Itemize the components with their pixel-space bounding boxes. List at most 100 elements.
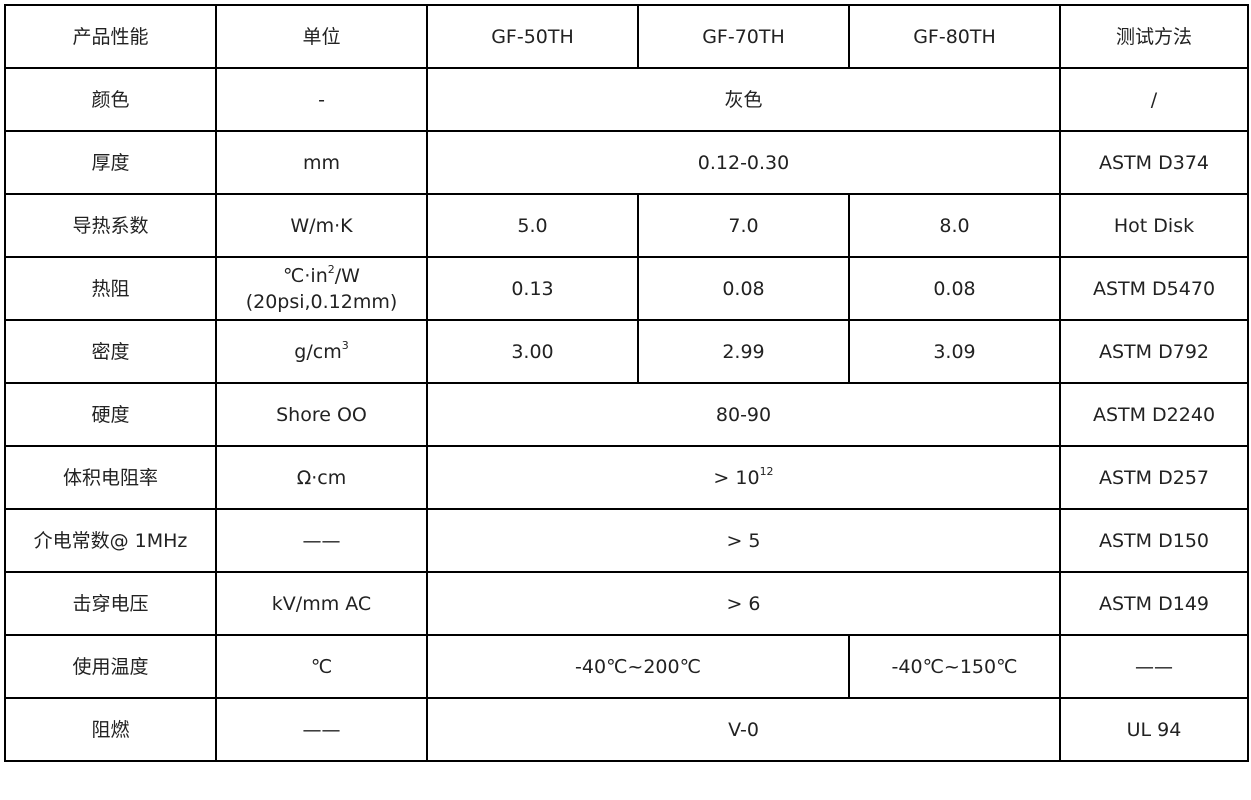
unit-cell: g/cm3 [215,319,428,384]
cell-text: -40℃~150℃ [891,655,1018,678]
cell-text: 2.99 [722,340,765,363]
cell-text: 0.12-0.30 [697,151,790,174]
value-cell: 2.99 [637,319,850,384]
cell-text: ASTM D149 [1099,592,1209,615]
value-cell: —— [1059,634,1249,699]
value-cell: ASTM D374 [1059,130,1249,195]
property-cell: 硬度 [4,382,217,447]
table-row: 硬度 Shore OO 80-90 ASTM D2240 [4,382,1249,447]
value-cell: 7.0 [637,193,850,258]
cell-superscript: 12 [759,464,774,478]
cell-text: > 5 [726,529,761,552]
value-cell: 0.12-0.30 [426,130,1061,195]
cell-text: 0.08 [933,277,976,300]
value-cell: ASTM D149 [1059,571,1249,636]
header-cell: 测试方法 [1059,4,1249,69]
cell-text: mm [302,151,341,174]
cell-text: 颜色 [91,88,130,111]
cell-text: —— [302,529,341,552]
value-cell: 5.0 [426,193,639,258]
cell-text: ASTM D150 [1099,529,1209,552]
table-row: 厚度 mm 0.12-0.30 ASTM D374 [4,130,1249,195]
unit-cell: ℃·in2/W (20psi,0.12mm) [215,256,428,321]
value-cell: 8.0 [848,193,1061,258]
property-cell: 颜色 [4,67,217,132]
property-cell: 热阻 [4,256,217,321]
cell-text: 阻燃 [91,718,130,741]
cell-text: 0.13 [511,277,554,300]
value-cell: ASTM D792 [1059,319,1249,384]
unit-cell: mm [215,130,428,195]
cell-text: 3.09 [933,340,976,363]
unit-cell: —— [215,508,428,573]
value-cell: 0.13 [426,256,639,321]
header-cell: 产品性能 [4,4,217,69]
product-spec-table: 产品性能 单位 GF-50TH GF-70TH GF-80TH 测试方法 颜色 - 灰色 / 厚度 m… [4,4,1249,762]
cell-text: ℃·in [283,264,328,287]
unit-cell: kV/mm AC [215,571,428,636]
cell-text: ASTM D257 [1099,466,1209,489]
value-cell: > 1012 [426,445,1061,510]
value-cell: V-0 [426,697,1061,762]
table-row: 颜色 - 灰色 / [4,67,1249,132]
value-cell: -40℃~200℃ [426,634,850,699]
property-cell: 体积电阻率 [4,445,217,510]
cell-text-suffix: /W [334,264,360,287]
cell-text: ASTM D374 [1099,151,1209,174]
cell-text: 80-90 [715,403,772,426]
property-cell: 击穿电压 [4,571,217,636]
value-cell: 灰色 [426,67,1061,132]
value-cell: ASTM D150 [1059,508,1249,573]
cell-superscript: 3 [341,338,349,352]
cell-text: 热阻 [91,277,130,300]
cell-text: g/cm [294,340,342,363]
cell-text: 0.08 [722,277,765,300]
unit-cell: Ω·cm [215,445,428,510]
cell-text: 击穿电压 [72,592,149,615]
header-cell: GF-80TH [848,4,1061,69]
header-row: 产品性能 单位 GF-50TH GF-70TH GF-80TH 测试方法 [4,4,1249,69]
value-cell: > 5 [426,508,1061,573]
cell-text: 介电常数@ 1MHz [33,529,188,552]
unit-cell: Shore OO [215,382,428,447]
cell-text: > 10 [713,466,760,489]
cell-text: Hot Disk [1113,214,1195,237]
value-cell: -40℃~150℃ [848,634,1061,699]
value-cell: ASTM D257 [1059,445,1249,510]
property-cell: 厚度 [4,130,217,195]
value-cell: 3.00 [426,319,639,384]
unit-cell: - [215,67,428,132]
value-cell: > 6 [426,571,1061,636]
cell-text: 灰色 [724,88,763,111]
table-row: 密度 g/cm3 3.00 2.99 3.09 ASTM D792 [4,319,1249,384]
table-row: 击穿电压 kV/mm AC > 6 ASTM D149 [4,571,1249,636]
cell-text: - [318,88,325,111]
cell-text: 7.0 [728,214,759,237]
cell-text-line2: (20psi,0.12mm) [245,290,398,313]
table-row: 导热系数 W/m·K 5.0 7.0 8.0 Hot Disk [4,193,1249,258]
property-cell: 使用温度 [4,634,217,699]
header-cell: GF-70TH [637,4,850,69]
header-cell: 单位 [215,4,428,69]
table-row: 体积电阻率 Ω·cm > 1012 ASTM D257 [4,445,1249,510]
cell-text: —— [302,718,341,741]
table-row: 阻燃 —— V-0 UL 94 [4,697,1249,762]
value-cell: 80-90 [426,382,1061,447]
header-cell: GF-50TH [426,4,639,69]
value-cell: 0.08 [637,256,850,321]
cell-text: UL 94 [1126,718,1182,741]
cell-text: 密度 [91,340,130,363]
value-cell: Hot Disk [1059,193,1249,258]
cell-text: ℃ [310,655,333,678]
cell-text: Ω·cm [296,466,347,489]
property-cell: 介电常数@ 1MHz [4,508,217,573]
cell-text: ASTM D2240 [1092,403,1216,426]
value-cell: UL 94 [1059,697,1249,762]
cell-text: —— [1135,655,1173,678]
cell-text: -40℃~200℃ [575,655,701,678]
cell-text: 8.0 [939,214,970,237]
cell-text: 使用温度 [72,655,149,678]
cell-text: ASTM D5470 [1092,277,1216,300]
unit-cell: ℃ [215,634,428,699]
unit-cell: —— [215,697,428,762]
